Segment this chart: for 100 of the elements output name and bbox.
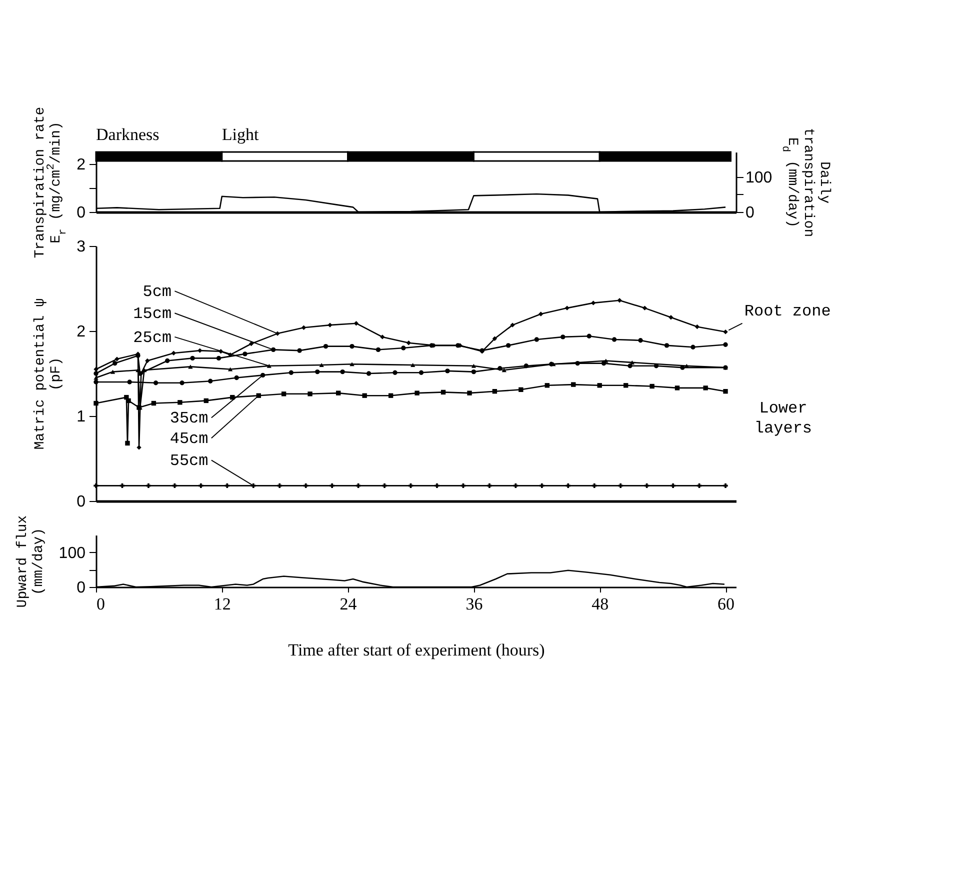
annotation: Root zone bbox=[744, 302, 831, 321]
point bbox=[303, 483, 308, 488]
point bbox=[723, 389, 728, 394]
point bbox=[382, 483, 387, 488]
point bbox=[418, 370, 424, 375]
point bbox=[336, 390, 341, 396]
point bbox=[510, 322, 515, 328]
point bbox=[434, 483, 440, 488]
point bbox=[388, 393, 394, 398]
point bbox=[178, 400, 182, 405]
point bbox=[564, 306, 570, 310]
point bbox=[297, 348, 302, 353]
point bbox=[467, 390, 472, 396]
point bbox=[723, 483, 728, 488]
point bbox=[323, 344, 328, 349]
point bbox=[487, 483, 492, 488]
y-tick-label: 2 bbox=[76, 324, 86, 340]
point bbox=[471, 369, 476, 374]
point bbox=[153, 380, 158, 386]
point bbox=[340, 369, 345, 374]
point bbox=[198, 348, 202, 353]
point bbox=[288, 370, 294, 375]
point bbox=[180, 380, 184, 386]
point bbox=[94, 380, 98, 384]
point bbox=[440, 390, 446, 395]
point bbox=[638, 338, 643, 343]
x-tick-label: 24 bbox=[340, 594, 358, 614]
point bbox=[277, 483, 282, 488]
point bbox=[350, 344, 354, 349]
x-tick-label: 60 bbox=[718, 594, 735, 614]
y-tick-label: 3 bbox=[76, 238, 86, 256]
point bbox=[498, 366, 502, 371]
point bbox=[518, 387, 524, 392]
x-tick-label: 12 bbox=[214, 594, 231, 614]
point bbox=[694, 324, 700, 330]
y2-tick-label: 100 bbox=[746, 169, 772, 186]
point bbox=[560, 334, 566, 340]
point bbox=[471, 364, 476, 368]
y-tick-label: 2 bbox=[76, 156, 86, 174]
x-tick-label: 0 bbox=[96, 594, 105, 614]
point bbox=[94, 376, 98, 380]
point bbox=[366, 371, 372, 376]
point bbox=[571, 382, 576, 387]
point bbox=[586, 334, 592, 338]
point bbox=[445, 368, 450, 374]
point bbox=[575, 360, 580, 366]
point bbox=[524, 364, 529, 368]
point bbox=[281, 392, 286, 396]
point bbox=[319, 362, 324, 368]
series-label: 45cm bbox=[170, 430, 208, 448]
point bbox=[127, 380, 132, 384]
point bbox=[146, 483, 151, 488]
point bbox=[165, 358, 170, 364]
point bbox=[623, 383, 628, 388]
point bbox=[401, 346, 406, 350]
y-tick-label: 0 bbox=[76, 204, 86, 222]
point bbox=[242, 352, 248, 356]
point bbox=[94, 366, 98, 372]
point bbox=[670, 483, 676, 488]
x-tick-label: 36 bbox=[466, 594, 483, 614]
point bbox=[642, 306, 648, 310]
point bbox=[644, 483, 650, 488]
point bbox=[94, 400, 98, 406]
point bbox=[94, 483, 98, 488]
y-axis-title: Matric potential ψ (pF) bbox=[32, 298, 65, 450]
point bbox=[266, 364, 272, 368]
point bbox=[513, 483, 518, 488]
text: Lower layers bbox=[754, 400, 812, 438]
point bbox=[506, 343, 511, 348]
point bbox=[125, 440, 130, 446]
point bbox=[414, 390, 420, 396]
point bbox=[376, 347, 381, 352]
y-axis-title: Upward flux (mm/day) bbox=[14, 515, 47, 608]
series-label: 55cm bbox=[170, 452, 208, 470]
point bbox=[723, 342, 728, 347]
point bbox=[566, 483, 570, 488]
band-label: Darkness bbox=[96, 125, 160, 144]
point bbox=[668, 315, 674, 320]
point bbox=[330, 483, 334, 488]
series-label: 35cm bbox=[170, 410, 208, 428]
point bbox=[534, 337, 539, 342]
point bbox=[228, 367, 233, 372]
point bbox=[362, 393, 367, 398]
point bbox=[151, 400, 156, 406]
legend-label: 25cm bbox=[133, 328, 172, 347]
point bbox=[723, 330, 728, 334]
point bbox=[406, 340, 411, 346]
y-tick-label: 0 bbox=[76, 580, 86, 596]
y-tick-label: 0 bbox=[76, 494, 86, 510]
y-tick-label: 1 bbox=[76, 408, 86, 426]
point bbox=[204, 398, 209, 404]
point bbox=[171, 350, 176, 356]
x-tick-label: 48 bbox=[592, 594, 609, 614]
point bbox=[216, 356, 222, 361]
y2-tick-label: 0 bbox=[746, 204, 754, 222]
point bbox=[540, 483, 544, 488]
y-tick-label: 100 bbox=[58, 544, 86, 562]
point bbox=[94, 371, 98, 376]
text: 5cm bbox=[142, 283, 172, 302]
x-axis-title: Time after start of experiment (hours) bbox=[288, 640, 545, 660]
